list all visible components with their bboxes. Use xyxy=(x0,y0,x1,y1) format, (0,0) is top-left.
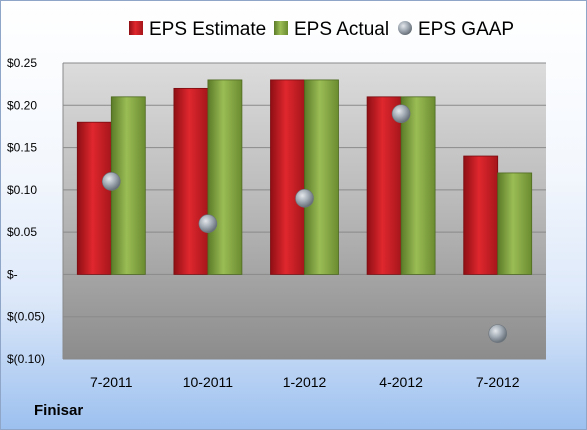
eps-estimate-bar xyxy=(463,155,499,275)
legend-label: EPS Estimate xyxy=(149,19,266,40)
eps-gaap-marker xyxy=(391,104,411,124)
eps-estimate-bar xyxy=(76,121,112,275)
y-tick-label: $(0.10) xyxy=(7,352,45,366)
eps-estimate-bar xyxy=(173,87,209,275)
eps-gaap-marker xyxy=(198,214,218,233)
company-label: Finisar xyxy=(34,402,84,419)
x-tick-label: 4-2012 xyxy=(379,374,423,390)
y-tick-label: $- xyxy=(7,267,18,281)
legend-label: EPS GAAP xyxy=(418,19,514,40)
legend-label: EPS Actual xyxy=(294,19,389,40)
eps-estimate-bar xyxy=(366,96,402,275)
legend-estimate-swatch xyxy=(129,21,143,35)
x-tick-label: 7-2011 xyxy=(90,374,133,390)
y-tick-label: $0.10 xyxy=(7,183,37,197)
x-tick-label: 7-2012 xyxy=(476,374,520,390)
legend-actual-swatch xyxy=(274,21,288,35)
eps-actual-bar xyxy=(304,79,339,275)
eps-gaap-marker xyxy=(102,172,121,191)
x-tick-label: 10-2011 xyxy=(183,374,234,390)
eps-gaap-marker xyxy=(295,189,314,208)
eps-actual-bar xyxy=(400,96,436,275)
y-tick-label: $0.05 xyxy=(7,225,37,239)
y-tick-label: $0.20 xyxy=(7,98,37,112)
y-tick-label: $0.25 xyxy=(7,56,37,70)
x-tick-label: 1-2012 xyxy=(283,374,327,390)
y-tick-label: $(0.05) xyxy=(7,310,45,324)
y-tick-label: $0.15 xyxy=(7,141,37,155)
legend-gaap-swatch xyxy=(398,21,412,35)
eps-gaap-marker xyxy=(488,324,508,343)
eps-actual-bar xyxy=(207,79,243,275)
eps-actual-bar xyxy=(497,172,533,275)
eps-estimate-bar xyxy=(270,79,305,275)
